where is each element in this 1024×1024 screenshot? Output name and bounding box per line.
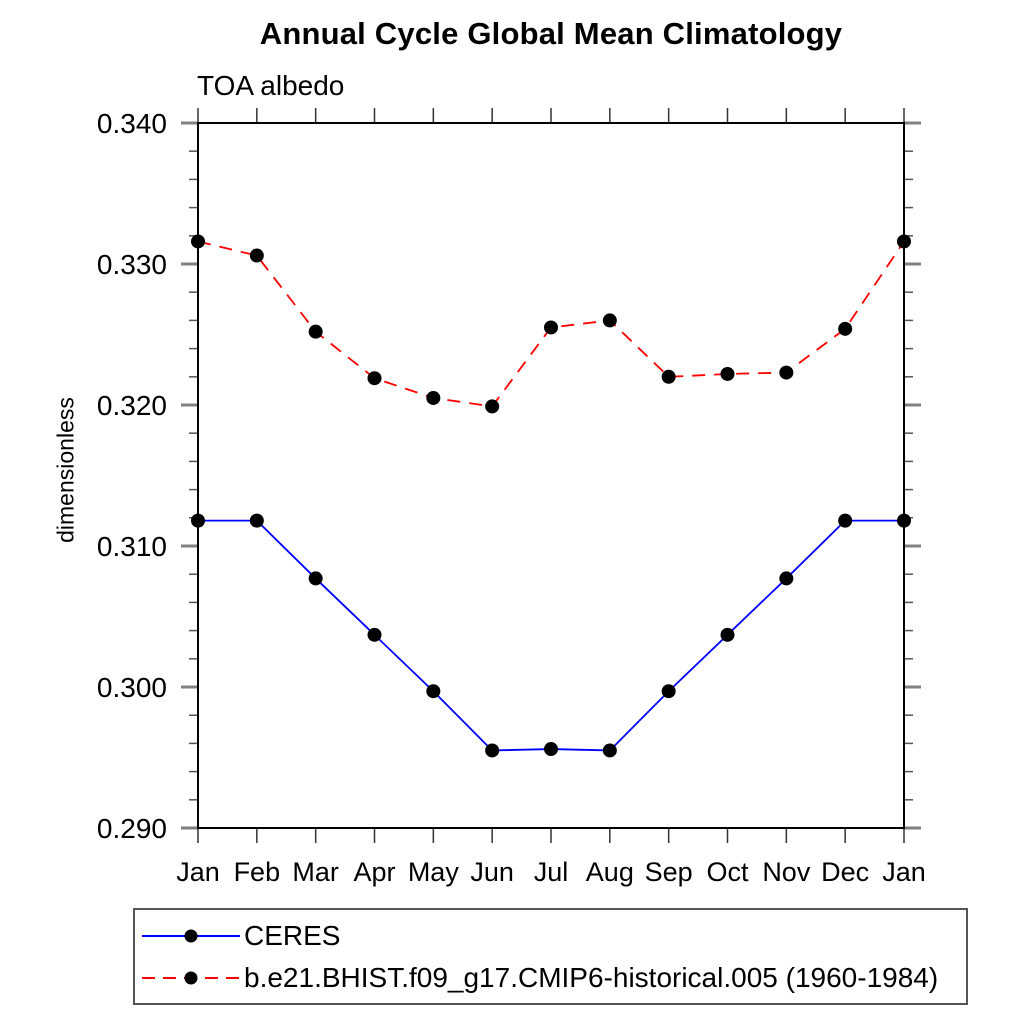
data-point — [838, 321, 853, 336]
data-point — [720, 366, 735, 381]
x-tick-label: Dec — [821, 857, 869, 887]
x-tick-label: May — [408, 857, 460, 887]
x-tick-label: Sep — [645, 857, 693, 887]
legend-label-model: b.e21.BHIST.f09_g17.CMIP6-historical.005… — [244, 962, 939, 993]
x-tick-label: Jun — [470, 857, 514, 887]
data-point — [191, 513, 205, 528]
data-point — [838, 513, 853, 528]
x-tick-label: Oct — [706, 857, 749, 887]
data-point — [720, 627, 735, 642]
data-point — [485, 399, 500, 414]
series-line-0 — [198, 519, 904, 752]
data-point — [308, 571, 323, 586]
data-point — [661, 369, 676, 384]
data-point — [367, 371, 382, 386]
x-tick-label: Aug — [586, 857, 634, 887]
x-tick-label: Apr — [353, 857, 395, 887]
y-tick-label: 0.320 — [97, 390, 167, 421]
data-point — [602, 313, 617, 328]
legend-item-model: b.e21.BHIST.f09_g17.CMIP6-historical.005… — [142, 957, 966, 999]
data-point — [249, 513, 264, 528]
data-point — [191, 234, 205, 249]
y-tick-label: 0.310 — [97, 531, 167, 562]
y-tick-label: 0.330 — [97, 249, 167, 280]
model-dashed-line-swatch-icon — [142, 971, 240, 985]
legend: CERES b.e21.BHIST.f09_g17.CMIP6-historic… — [133, 908, 968, 1005]
y-tick-label: 0.300 — [97, 672, 167, 703]
x-tick-label: Jan — [882, 857, 926, 887]
data-point — [426, 684, 441, 699]
x-tick-label: Feb — [234, 857, 281, 887]
x-tick-label: Mar — [292, 857, 339, 887]
data-point — [779, 365, 794, 380]
data-point — [602, 743, 617, 758]
y-tick-label: 0.340 — [97, 108, 167, 139]
data-point — [779, 571, 794, 586]
data-point — [544, 320, 558, 335]
x-tick-label: Nov — [762, 857, 811, 887]
ceres-line-swatch-icon — [142, 929, 240, 943]
data-point — [485, 743, 500, 758]
data-point — [897, 234, 911, 249]
plot-frame — [197, 122, 905, 829]
x-tick-label: Jul — [534, 857, 569, 887]
data-point — [897, 513, 911, 528]
data-point — [426, 390, 441, 405]
legend-label-ceres: CERES — [244, 920, 341, 951]
data-point — [661, 684, 676, 699]
data-point — [544, 742, 558, 757]
chart-subtitle: TOA albedo — [197, 70, 345, 101]
chart-title: Annual Cycle Global Mean Climatology — [259, 16, 843, 51]
legend-item-ceres: CERES — [142, 915, 966, 957]
data-point — [249, 248, 264, 263]
y-tick-label: 0.290 — [97, 813, 167, 844]
data-point — [367, 627, 382, 642]
data-point — [308, 324, 323, 339]
x-tick-label: Jan — [176, 857, 220, 887]
